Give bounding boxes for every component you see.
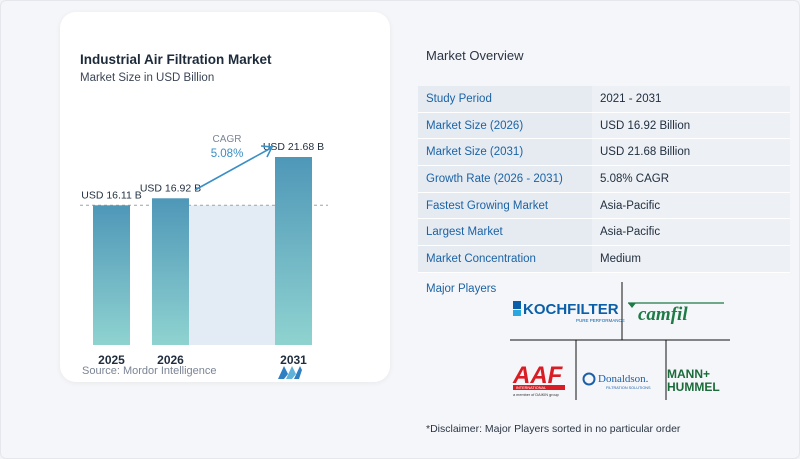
kochfilter-mark-icon xyxy=(513,301,521,309)
overview-row-key: Largest Market xyxy=(418,219,592,246)
aaf-subtag: a member of DAIKIN group xyxy=(513,393,559,397)
overview-row-key: Market Concentration xyxy=(418,246,592,272)
x-tick-label: 2025 xyxy=(98,353,125,367)
donaldson-logo: Donaldson. FILTRATION SOLUTIONS xyxy=(582,372,651,390)
aaf-logo: AAF INTERNATIONAL a member of DAIKIN gro… xyxy=(512,362,565,397)
aaf-tagline: INTERNATIONAL xyxy=(516,386,546,390)
kochfilter-logo-text: KOCHFILTER xyxy=(523,301,619,318)
overview-row-key: Fastest Growing Market xyxy=(418,192,592,219)
kochfilter-tagline: PURE PERFORMANCE xyxy=(576,318,625,323)
kochfilter-mark-icon-2 xyxy=(513,310,521,316)
overview-row-value: USD 21.68 Billion xyxy=(592,139,790,166)
overview-row-value: Medium xyxy=(592,246,790,272)
overview-row: Market Size (2031) USD 21.68 Billion xyxy=(418,139,790,167)
overview-row-key: Study Period xyxy=(418,86,592,112)
x-tick-label: 2031 xyxy=(280,353,307,367)
overview-row-value: Asia-Pacific xyxy=(592,219,790,246)
overview-row: Market Concentration Medium xyxy=(418,246,790,273)
cagr-label: CAGR xyxy=(213,134,242,145)
mannhummel-logo: MANN+ HUMMEL xyxy=(667,367,720,394)
bar-2026 xyxy=(152,198,189,345)
camfil-logo-text: camfil xyxy=(638,304,688,325)
disclaimer-text: *Disclaimer: Major Players sorted in no … xyxy=(426,423,681,435)
chart-subtitle: Market Size in USD Billion xyxy=(80,72,215,84)
overview-row-value: 5.08% CAGR xyxy=(592,166,790,192)
overview-row-key: Market Size (2026) xyxy=(418,112,592,139)
growth-band xyxy=(189,205,275,345)
bar-chart: USD 16.11 B 2025 USD 16.92 B 2026 USD 21.68 … xyxy=(80,134,328,367)
camfil-logo: camfil xyxy=(628,302,724,325)
market-overview-table: Study Period 2021 - 2031 Market Size (2026… xyxy=(418,86,790,273)
mannhummel-logo-text-2: HUMMEL xyxy=(667,380,720,394)
cagr-arrow xyxy=(194,147,272,191)
x-tick-label: 2026 xyxy=(157,353,184,367)
donaldson-mark-icon xyxy=(582,372,596,386)
overview-row-value: Asia-Pacific xyxy=(592,192,790,219)
bar-2031 xyxy=(275,157,312,345)
aaf-logo-text: AAF xyxy=(512,362,564,389)
overview-row: Growth Rate (2026 - 2031) 5.08% CAGR xyxy=(418,166,790,193)
major-players-label: Major Players xyxy=(426,283,497,295)
cagr-arrowhead-icon xyxy=(260,145,274,158)
bar-2025 xyxy=(93,205,130,345)
source-text: Source: Mordor Intelligence xyxy=(82,365,217,377)
mordor-logo-icon xyxy=(278,366,302,379)
market-overview-title: Market Overview xyxy=(426,48,524,63)
bar-value-label: USD 21.68 B xyxy=(263,141,324,153)
chart-title: Industrial Air Filtration Market xyxy=(80,52,272,67)
bar-value-label: USD 16.11 B xyxy=(81,189,142,201)
overview-row-value: 2021 - 2031 xyxy=(592,86,790,112)
overview-row-key: Growth Rate (2026 - 2031) xyxy=(418,166,592,192)
donaldson-tagline: FILTRATION SOLUTIONS xyxy=(606,386,651,390)
overview-row-key: Market Size (2031) xyxy=(418,139,592,166)
overview-row: Fastest Growing Market Asia-Pacific xyxy=(418,192,790,220)
camfil-mark-icon xyxy=(628,303,636,308)
cagr-value: 5.08% xyxy=(211,148,244,160)
overview-row: Largest Market Asia-Pacific xyxy=(418,219,790,247)
kochfilter-logo: KOCHFILTER PURE PERFORMANCE xyxy=(513,301,625,323)
bar-value-label: USD 16.92 B xyxy=(140,182,201,194)
overview-row: Study Period 2021 - 2031 xyxy=(418,86,790,113)
mannhummel-logo-text-1: MANN+ xyxy=(667,367,710,381)
donaldson-logo-text: Donaldson. xyxy=(598,373,649,385)
chart-card: Industrial Air Filtration Market Market … xyxy=(60,12,390,382)
overview-row-value: USD 16.92 Billion xyxy=(592,112,790,139)
overview-row: Market Size (2026) USD 16.92 Billion xyxy=(418,112,790,140)
